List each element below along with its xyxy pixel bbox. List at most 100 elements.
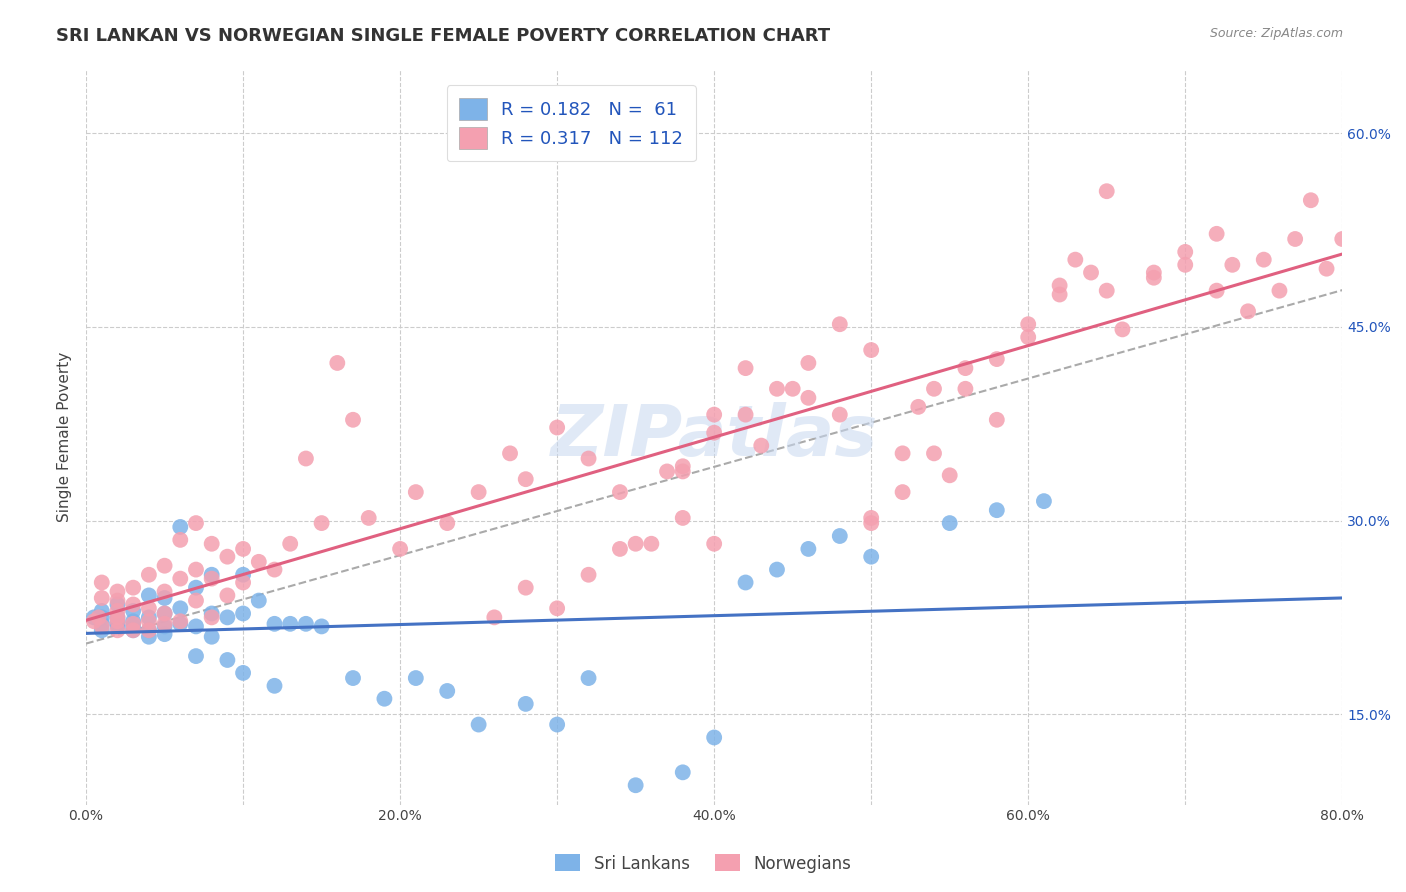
Point — [169, 614, 191, 628]
Point — [122, 616, 145, 631]
Point — [1205, 284, 1227, 298]
Point — [405, 485, 427, 500]
Point — [860, 516, 883, 530]
Point — [467, 485, 489, 500]
Point — [90, 616, 112, 631]
Point — [389, 541, 412, 556]
Point — [578, 671, 600, 685]
Point — [278, 616, 301, 631]
Point — [138, 624, 160, 638]
Point — [122, 624, 145, 638]
Point — [1220, 258, 1243, 272]
Point — [734, 575, 756, 590]
Point — [938, 516, 960, 530]
Point — [232, 575, 254, 590]
Point — [169, 616, 191, 631]
Point — [122, 624, 145, 638]
Point — [640, 537, 662, 551]
Point — [986, 352, 1008, 367]
Point — [138, 614, 160, 628]
Point — [891, 485, 914, 500]
Point — [546, 420, 568, 434]
Point — [201, 630, 224, 644]
Point — [201, 607, 224, 621]
Point — [201, 567, 224, 582]
Point — [922, 382, 945, 396]
Point — [1111, 322, 1133, 336]
Point — [938, 468, 960, 483]
Point — [734, 408, 756, 422]
Point — [311, 516, 333, 530]
Point — [436, 516, 458, 530]
Point — [1284, 232, 1306, 246]
Point — [90, 619, 112, 633]
Point — [83, 614, 105, 628]
Point — [122, 619, 145, 633]
Point — [624, 537, 647, 551]
Point — [153, 619, 176, 633]
Point — [107, 619, 129, 633]
Point — [405, 671, 427, 685]
Point — [1032, 494, 1054, 508]
Point — [1299, 193, 1322, 207]
Point — [295, 451, 318, 466]
Point — [1268, 284, 1291, 298]
Point — [1095, 284, 1118, 298]
Point — [122, 614, 145, 628]
Point — [217, 653, 239, 667]
Point — [655, 465, 678, 479]
Point — [138, 589, 160, 603]
Point — [153, 584, 176, 599]
Point — [342, 413, 364, 427]
Point — [1143, 266, 1166, 280]
Point — [138, 601, 160, 615]
Point — [436, 684, 458, 698]
Point — [860, 343, 883, 357]
Point — [467, 717, 489, 731]
Point — [232, 665, 254, 680]
Point — [860, 511, 883, 525]
Text: SRI LANKAN VS NORWEGIAN SINGLE FEMALE POVERTY CORRELATION CHART: SRI LANKAN VS NORWEGIAN SINGLE FEMALE PO… — [56, 27, 831, 45]
Point — [201, 537, 224, 551]
Point — [1049, 278, 1071, 293]
Point — [546, 601, 568, 615]
Point — [672, 459, 695, 474]
Point — [797, 391, 820, 405]
Point — [153, 558, 176, 573]
Point — [986, 503, 1008, 517]
Point — [828, 317, 851, 331]
Point — [122, 604, 145, 618]
Point — [90, 624, 112, 638]
Point — [232, 567, 254, 582]
Point — [107, 624, 129, 638]
Point — [107, 598, 129, 612]
Point — [217, 549, 239, 564]
Point — [609, 485, 631, 500]
Point — [1174, 244, 1197, 259]
Point — [1331, 232, 1354, 246]
Point — [169, 533, 191, 547]
Point — [891, 446, 914, 460]
Point — [342, 671, 364, 685]
Point — [217, 589, 239, 603]
Point — [828, 408, 851, 422]
Point — [515, 697, 537, 711]
Point — [828, 529, 851, 543]
Point — [922, 446, 945, 460]
Point — [703, 537, 725, 551]
Point — [263, 679, 285, 693]
Point — [373, 691, 395, 706]
Point — [546, 717, 568, 731]
Point — [672, 511, 695, 525]
Legend: Sri Lankans, Norwegians: Sri Lankans, Norwegians — [548, 847, 858, 880]
Point — [766, 382, 789, 396]
Point — [107, 614, 129, 628]
Y-axis label: Single Female Poverty: Single Female Poverty — [58, 351, 72, 522]
Point — [184, 619, 207, 633]
Point — [295, 616, 318, 631]
Point — [703, 731, 725, 745]
Text: ZIPatlas: ZIPatlas — [551, 402, 877, 471]
Point — [201, 610, 224, 624]
Point — [1237, 304, 1260, 318]
Point — [107, 616, 129, 631]
